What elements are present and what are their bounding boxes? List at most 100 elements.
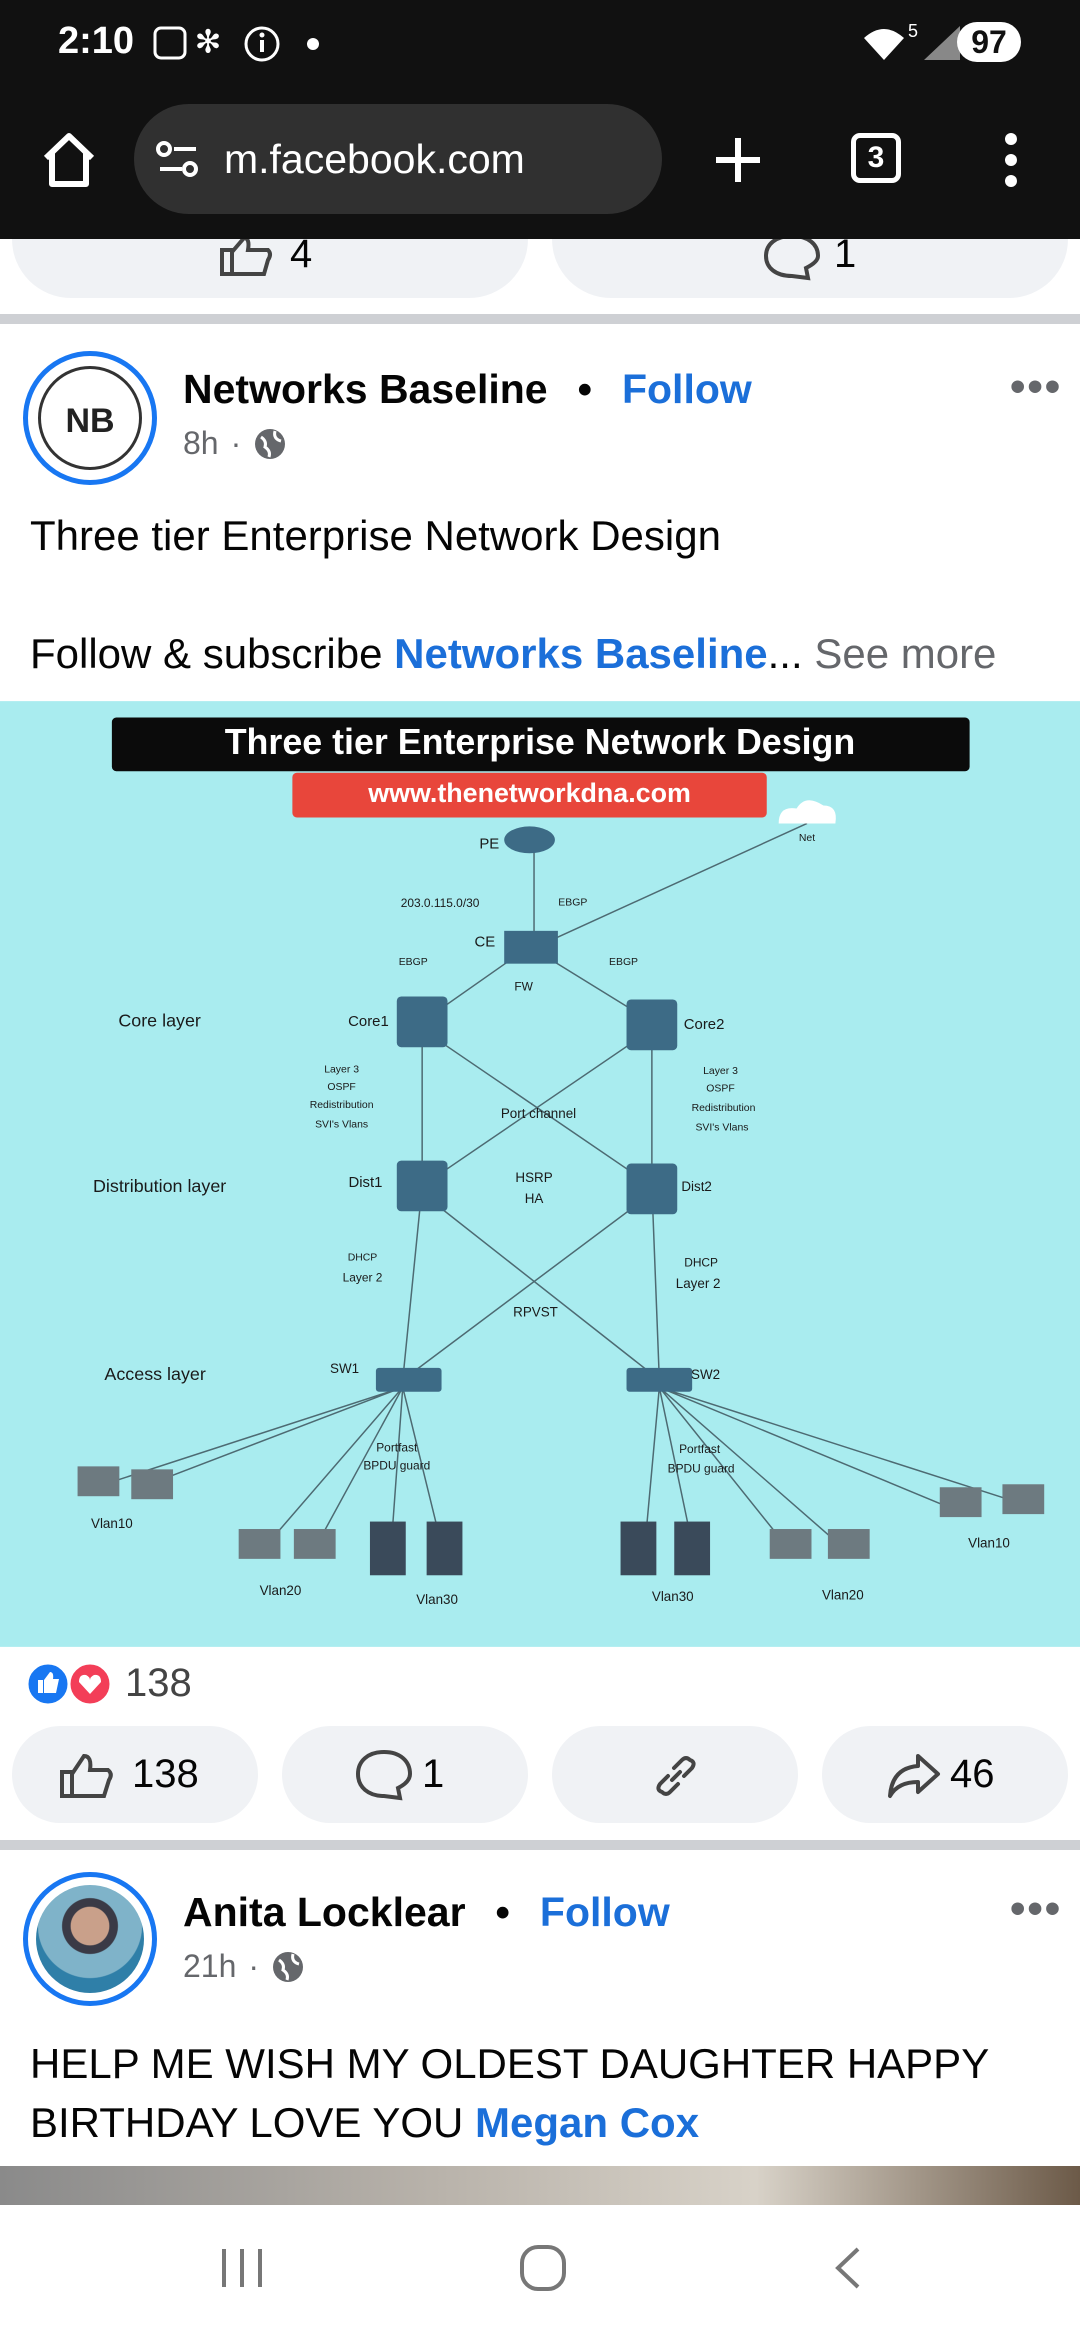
diagram-label: Vlan20 — [260, 1583, 302, 1598]
diagram-label: Layer 3 — [324, 1064, 359, 1075]
comment-button[interactable]: 1 — [282, 1726, 528, 1823]
signal-label: 5 — [908, 21, 918, 41]
separator — [0, 1840, 1080, 1850]
share-count: 46 — [950, 1752, 995, 1796]
separator-dot: • — [495, 1889, 510, 1935]
home-nav-button[interactable] — [518, 2243, 568, 2293]
diagram-label: Core2 — [684, 1017, 725, 1033]
separator-dot: • — [577, 366, 592, 412]
post-time: 8h — [183, 425, 219, 461]
new-tab-button[interactable] — [712, 134, 764, 186]
home-button[interactable] — [38, 130, 100, 190]
post-text-2: Follow & subscribe Networks Baseline... … — [30, 630, 996, 678]
diagram-label: Core1 — [348, 1014, 389, 1030]
avatar-logo: NB — [38, 366, 142, 470]
diagram-label: Portfast — [679, 1442, 721, 1456]
diagram-label: OSPF — [706, 1084, 734, 1095]
previous-comment-count: 1 — [834, 232, 857, 276]
post-image-strip[interactable] — [0, 2166, 1080, 2205]
avatar-photo — [36, 1885, 144, 1993]
browser-header: 2:10 ✻ 5 97 m.facebook.com 3 — [0, 0, 1080, 239]
comment-icon — [355, 1749, 413, 1801]
share-button[interactable]: 46 — [822, 1726, 1068, 1823]
diagram-label: Redistribution — [310, 1100, 374, 1111]
post-text: HELP ME WISH MY OLDEST DAUGHTER HAPPY BI… — [30, 2034, 1040, 2152]
post-time: 21h — [183, 1948, 237, 1984]
url-bar[interactable]: m.facebook.com — [134, 104, 662, 214]
site-info-icon — [156, 141, 198, 177]
more-options[interactable]: ••• — [1010, 1884, 1063, 1933]
like-icon — [220, 236, 272, 276]
diagram-label: SVI's Vlans — [315, 1120, 368, 1131]
diagram-label: HSRP — [515, 1170, 552, 1185]
title-banner — [111, 717, 970, 772]
diagram-label: FW — [514, 980, 533, 994]
page-link[interactable]: Networks Baseline — [394, 630, 768, 677]
navigation-bar — [0, 2205, 1080, 2340]
comment-icon — [763, 233, 821, 281]
image-background — [0, 701, 1080, 1647]
diagram-label: Vlan20 — [822, 1588, 864, 1603]
author[interactable]: Anita Locklear — [183, 1889, 466, 1935]
share-icon — [888, 1754, 940, 1798]
reaction-icons — [25, 1661, 113, 1707]
url-banner — [292, 772, 767, 818]
text: Follow & subscribe — [30, 630, 383, 677]
tab-count[interactable]: 3 — [851, 133, 901, 183]
diagram-label: Layer 2 — [676, 1276, 721, 1291]
url: m.facebook.com — [224, 136, 525, 182]
reaction-count[interactable]: 138 — [125, 1661, 192, 1705]
signal-icons: 5 — [864, 21, 960, 60]
avatar[interactable] — [23, 1872, 157, 2006]
post-header: Anita Locklear • Follow — [183, 1889, 670, 1936]
menu-button[interactable] — [996, 130, 1026, 190]
diagram-label: Vlan10 — [968, 1535, 1010, 1550]
diagram-label: 203.0.115.0/30 — [401, 896, 480, 910]
devices — [77, 800, 1045, 1576]
recents-button[interactable] — [218, 2245, 266, 2291]
diagram-label: BPDU guard — [668, 1462, 735, 1476]
globe-icon — [273, 1951, 304, 1982]
diagram-label: EBGP — [558, 897, 587, 908]
status-icons: ✻ — [153, 23, 319, 62]
like-button[interactable]: 138 — [12, 1726, 258, 1823]
diagram-label: Dist1 — [348, 1175, 382, 1191]
diagram-label: RPVST — [513, 1304, 558, 1319]
author[interactable]: Networks Baseline — [183, 366, 548, 412]
back-button[interactable] — [830, 2245, 864, 2291]
copy-link-button[interactable] — [552, 1726, 798, 1823]
diagram-label: Vlan30 — [416, 1592, 458, 1607]
meta-dot: · — [248, 1948, 260, 1984]
diagram-label: PE — [479, 836, 499, 852]
post-meta: 8h · — [183, 425, 287, 462]
diagram-label: Vlan10 — [91, 1516, 133, 1531]
mention[interactable]: Megan Cox — [475, 2099, 700, 2146]
link-icon — [656, 1756, 696, 1796]
diagram-label: Redistribution — [692, 1103, 756, 1114]
diagram-label: Portfast — [376, 1441, 418, 1455]
image-url: www.thenetworkdna.com — [367, 778, 691, 808]
diagram-label: DHCP — [348, 1252, 378, 1263]
diagram-label: SW2 — [691, 1367, 720, 1382]
diagram-label: Port channel — [501, 1106, 576, 1121]
globe-icon — [255, 428, 286, 459]
diagram-label: EBGP — [609, 957, 638, 968]
image-title: Three tier Enterprise Network Design — [225, 722, 856, 762]
avatar[interactable]: NB — [23, 351, 157, 485]
svg-text:✻: ✻ — [195, 23, 222, 59]
diagram-label: Access layer — [104, 1364, 205, 1384]
diagram-label: Net — [799, 833, 815, 844]
see-more[interactable]: See more — [814, 630, 997, 677]
like-count: 138 — [132, 1752, 199, 1796]
post-header: Networks Baseline • Follow — [183, 366, 752, 413]
diagram-label: SVI's Vlans — [695, 1123, 748, 1134]
post-image[interactable]: Three tier Enterprise Network Design www… — [0, 701, 1080, 1647]
diagram-label: CE — [474, 935, 495, 951]
more-options[interactable]: ••• — [1010, 362, 1063, 411]
comment-count: 1 — [422, 1752, 445, 1796]
diagram-label: Dist2 — [681, 1179, 712, 1194]
diagram-label: BPDU guard — [363, 1459, 430, 1473]
follow-button[interactable]: Follow — [539, 1889, 670, 1935]
follow-button[interactable]: Follow — [621, 366, 752, 412]
